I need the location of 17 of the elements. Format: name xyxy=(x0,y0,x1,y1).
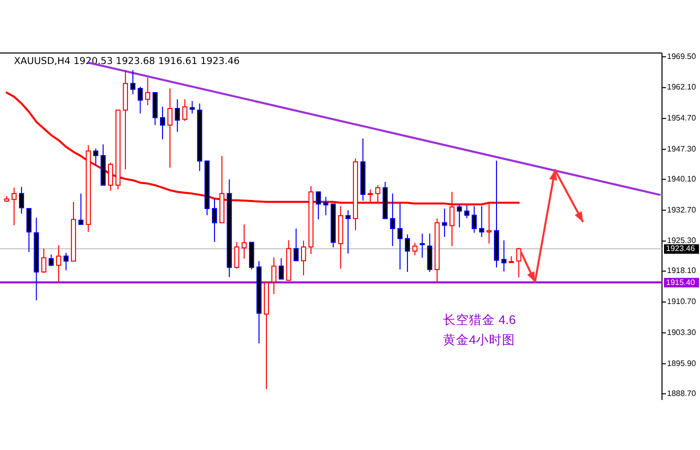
y-tick-label: 1954.70 xyxy=(667,114,696,123)
ref-line-label: 1923.46 xyxy=(666,244,696,254)
y-tick-label: 1947.30 xyxy=(667,144,696,154)
annotation: 黄金4小时图 xyxy=(443,333,515,347)
y-tick-label: 1932.70 xyxy=(667,205,696,214)
y-tick-label: 1888.70 xyxy=(667,388,696,398)
y-tick-label: 1925.30 xyxy=(667,236,696,246)
y-tick-label: 1969.50 xyxy=(667,52,696,61)
y-tick-label: 1895.90 xyxy=(667,358,696,368)
y-tick-label: 1940.10 xyxy=(667,174,696,184)
annotation: 长空猎金 4.6 xyxy=(443,313,516,327)
y-tick-label: 1903.30 xyxy=(667,328,696,337)
y-tick-label: 1910.70 xyxy=(667,297,696,306)
ref-line-label: 1915.40 xyxy=(666,278,696,287)
y-tick-label: 1962.10 xyxy=(667,82,696,92)
y-tick-label: 1918.10 xyxy=(667,266,696,276)
chart-title: XAUUSD,H4 1920.53 1923.68 1916.61 1923.46 xyxy=(14,56,240,67)
